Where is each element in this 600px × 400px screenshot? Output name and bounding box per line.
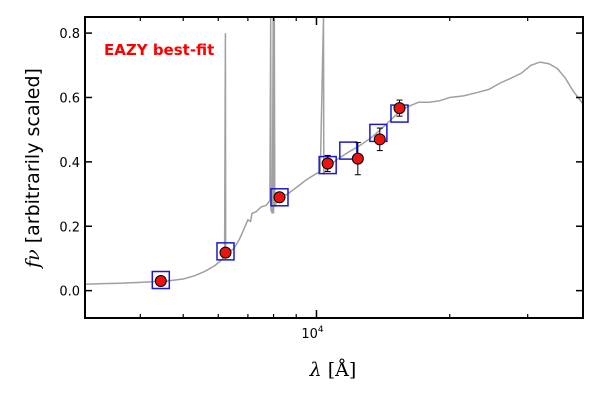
model-flux-box-1: [216, 242, 235, 261]
model-flux-box-2: [270, 188, 289, 207]
plot-frame: [84, 16, 584, 319]
y-tick-label: 0.8: [59, 27, 80, 42]
photometry-marker: [373, 133, 386, 146]
photometry-marker: [393, 102, 406, 115]
y-tick-label: 0.6: [59, 91, 80, 106]
photometry-point-0: [154, 274, 167, 287]
y-axis-label: fν [arbitrarily scaled]: [22, 68, 44, 270]
plot-content: [85, 17, 583, 290]
photometry-marker: [273, 191, 286, 204]
photometry-point-3: [321, 154, 334, 173]
tick-labels: 0.0 0.2 0.4 0.6 0.8 104: [59, 27, 324, 342]
photometry-point-5: [373, 127, 386, 152]
photometry-point-6: [393, 99, 406, 117]
photometry-marker: [154, 274, 167, 287]
model-flux-box-4: [339, 141, 358, 160]
y-tick-label: 0.0: [59, 285, 80, 300]
x-axis-label: λ [Å]: [309, 359, 357, 381]
photometry-point-1: [219, 246, 232, 259]
photometry-marker: [219, 246, 232, 259]
axis-ticks: [85, 17, 583, 318]
y-tick-label: 0.4: [59, 156, 80, 171]
photometry-point-4: [351, 142, 364, 176]
photometry-marker: [351, 152, 364, 165]
photometry-marker: [321, 157, 334, 170]
annotation-label: EAZY best-fit: [104, 41, 214, 59]
x-tick-label: 104: [301, 325, 324, 342]
y-tick-label: 0.2: [59, 220, 80, 235]
photometry-point-2: [273, 191, 286, 204]
model-flux-box-0: [151, 270, 171, 290]
